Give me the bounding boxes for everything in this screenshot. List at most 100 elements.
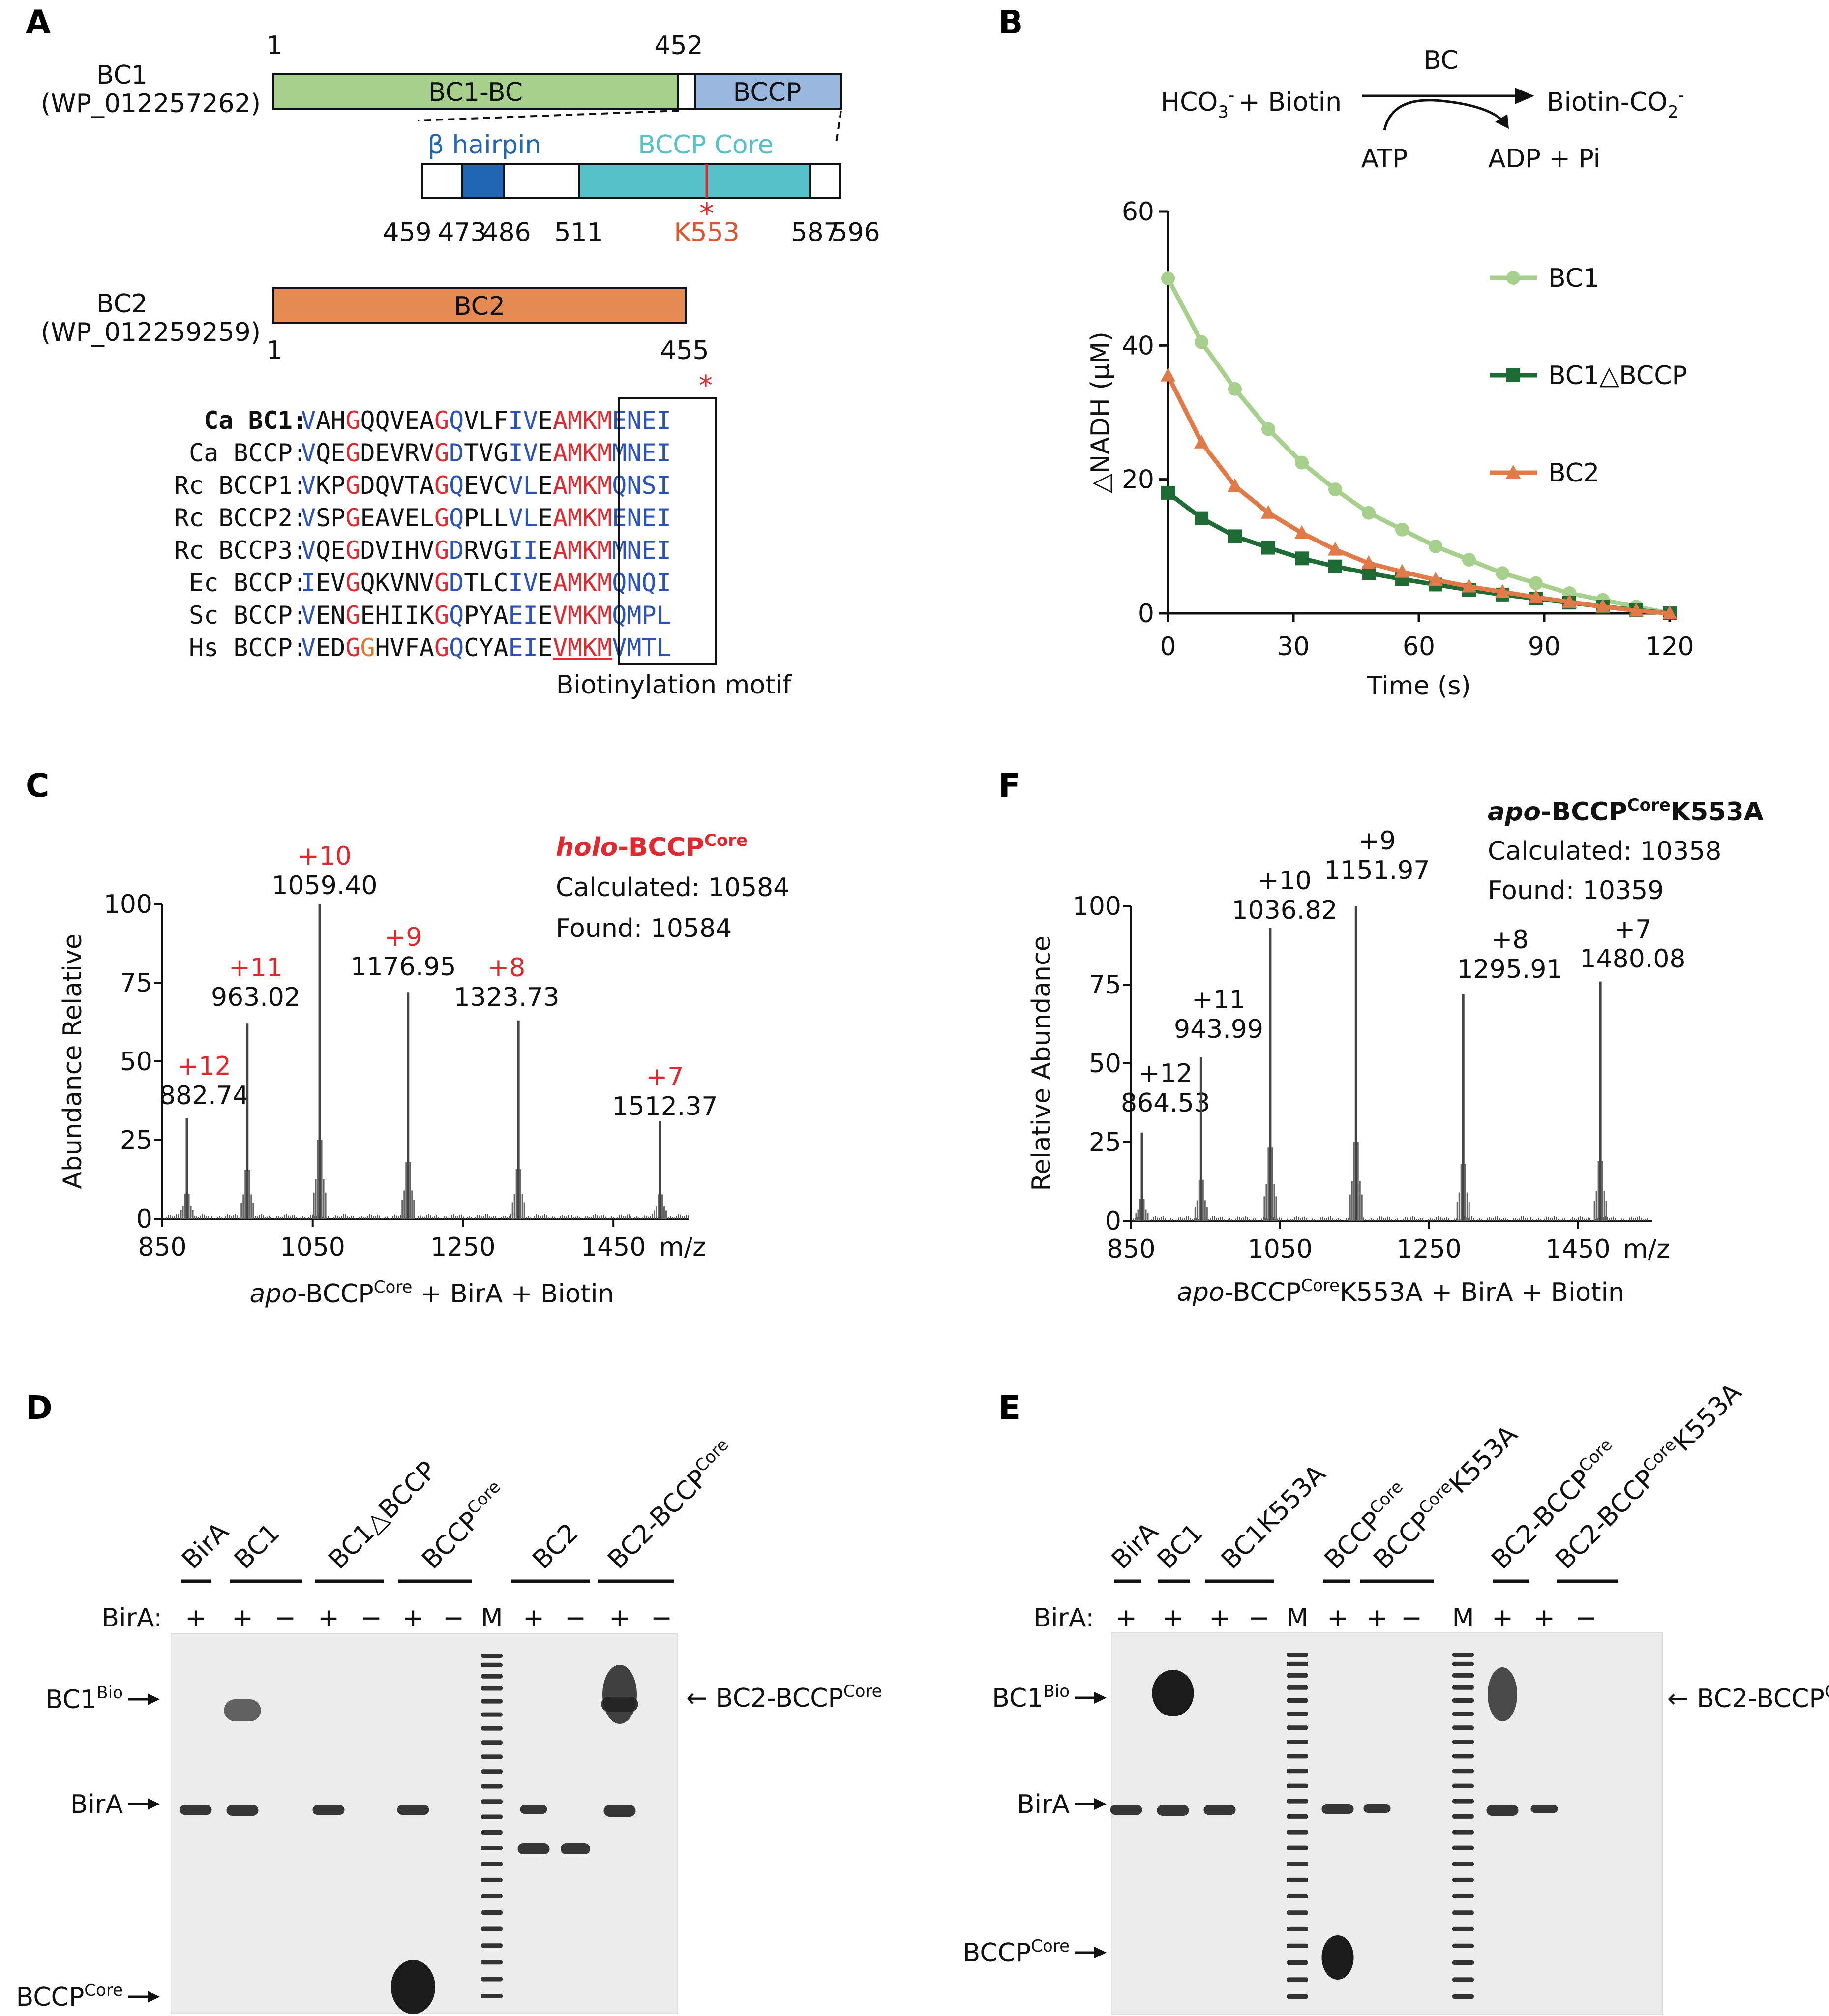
gel-band <box>1110 1805 1142 1815</box>
alignment-species: Rc BCCP1: <box>174 471 307 500</box>
ms-peak-charge: +8 <box>1491 925 1529 955</box>
ladder-band <box>481 1726 503 1731</box>
ladder-band <box>481 1662 503 1667</box>
b-point <box>1228 382 1242 396</box>
ms-x-unit: m/z <box>659 1233 706 1262</box>
ms-x-tick-label: 1050 <box>1248 1234 1313 1264</box>
detail-numbers: 459 473 486 511 587 596 <box>383 218 880 247</box>
bc2-label: BC2 <box>454 292 505 321</box>
ladder-band <box>1452 1877 1474 1882</box>
gel-background <box>171 1634 678 2014</box>
band-arrowhead <box>148 1991 160 2003</box>
ladder-band <box>1287 1754 1308 1759</box>
b-legend-marker <box>1506 368 1520 382</box>
ms-peak-mz: 943.99 <box>1174 1015 1263 1044</box>
panel-letter-b: B <box>998 3 1023 41</box>
gel-band <box>1321 1804 1354 1814</box>
gel-background <box>1111 1633 1662 2014</box>
hairpin-label: β hairpin <box>428 130 541 160</box>
b-point <box>1195 511 1208 525</box>
ms-x-tick-label: 1450 <box>581 1233 646 1262</box>
gel-band <box>602 1665 637 1724</box>
ms-peak-charge: +10 <box>298 842 352 871</box>
ladder-band <box>481 1740 503 1745</box>
lane-sign: + <box>1366 1603 1388 1633</box>
panel-a: A BC1 (WP_012257262) 1 452 BC1-BC BCCP β… <box>26 3 880 700</box>
ladder-band <box>1452 1712 1474 1716</box>
ms-y-tick-label: 0 <box>1105 1206 1121 1236</box>
ms-x-tick-label: 1250 <box>430 1233 495 1262</box>
ms-x-unit: m/z <box>1623 1234 1670 1264</box>
b-point <box>1228 529 1242 543</box>
alignment-sequence: VKPGDQVTAGQEVCVLEAMKMQNSI <box>301 471 671 500</box>
panel-letter-f: F <box>998 767 1020 805</box>
b-y-tick-label: 20 <box>1122 465 1154 495</box>
ladder-band <box>481 1674 503 1679</box>
lane-sign: + <box>185 1603 207 1633</box>
ladder-band <box>481 1894 503 1898</box>
ladder-band <box>481 1910 503 1915</box>
ms-peak-charge: +9 <box>385 923 422 952</box>
panel-c: C holo-BCCPCore Calculated: 10584 Found:… <box>26 767 789 1309</box>
band-arrowhead <box>148 1798 160 1810</box>
lane-sign: + <box>1162 1603 1184 1633</box>
zoom-line-left <box>418 110 679 121</box>
reaction-substrate: HCO3- + Biotin <box>1161 86 1342 122</box>
ladder-band <box>481 1814 503 1819</box>
ms-x-tick-label: 850 <box>1107 1234 1155 1264</box>
ms-x-tick-label: 850 <box>138 1233 186 1262</box>
lane-sign: + <box>523 1603 544 1633</box>
ms-peak-mz: 882.74 <box>159 1081 249 1111</box>
c-xlabel: apo-BCCPCore + BirA + Biotin <box>249 1277 614 1309</box>
lane-sign: + <box>1327 1603 1349 1633</box>
lane-sign: − <box>1401 1603 1422 1633</box>
lane-sign: + <box>232 1603 253 1633</box>
ms-x-tick-label: 1250 <box>1397 1234 1462 1264</box>
ladder-band <box>1287 1739 1308 1744</box>
ladder-band <box>1452 1943 1474 1948</box>
ms-peak-mz: 963.02 <box>211 983 300 1012</box>
alignment-species: Sc BCCP: <box>189 601 307 630</box>
b-point <box>1462 553 1476 567</box>
gel-band <box>397 1805 429 1815</box>
motif-label: Biotinylation motif <box>556 670 792 700</box>
gel-band <box>312 1805 345 1815</box>
b-point <box>1629 602 1644 617</box>
ladder-band <box>1287 1845 1308 1850</box>
ms-peak-mz: 1036.82 <box>1231 896 1337 925</box>
b-point <box>1328 559 1342 573</box>
sequence-alignment: Ca BC1:VAHGQQVEAGQVLFIVEAMKMENEI Ca BCCP:… <box>174 406 671 662</box>
ladder-band <box>1452 1799 1474 1804</box>
b-y-tick-label: 60 <box>1122 197 1154 227</box>
bc1-accession: (WP_012257262) <box>41 89 261 119</box>
num-596: 596 <box>831 218 880 247</box>
gel-band <box>1203 1805 1236 1815</box>
b-legend-marker <box>1506 271 1520 285</box>
gel-band <box>180 1805 212 1815</box>
k553-label: K553 <box>674 218 739 247</box>
b-point <box>1495 584 1510 598</box>
lane-sign: − <box>443 1603 464 1633</box>
ladder-band <box>1287 1769 1308 1774</box>
ladder-band <box>481 1754 503 1759</box>
gel-band <box>1321 1935 1354 1980</box>
bc1-bc-domain <box>272 73 679 110</box>
ladder-band <box>1452 1739 1474 1744</box>
b-series-line <box>1166 374 1670 616</box>
ladder-band <box>1287 1783 1308 1788</box>
ms-peak-charge: +8 <box>488 953 526 983</box>
ladder-band <box>1287 1725 1308 1730</box>
panel-f: F apo-BCCPCoreK553A Calculated: 10358 Fo… <box>998 767 1764 1307</box>
ladder-band <box>1452 1685 1474 1690</box>
ms-x-tick-label: 1050 <box>280 1233 345 1262</box>
ladder-band <box>481 1877 503 1882</box>
group-label: BCCPCore <box>415 1477 513 1575</box>
ladder-band <box>1452 1754 1474 1759</box>
ladder-band <box>1452 1830 1474 1835</box>
b-point <box>1361 555 1376 569</box>
ms-y-tick-label: 100 <box>1073 892 1121 921</box>
ladder-band <box>1452 1926 1474 1931</box>
gel-band <box>561 1843 590 1854</box>
ms-peak-mz: 1323.73 <box>453 983 559 1012</box>
